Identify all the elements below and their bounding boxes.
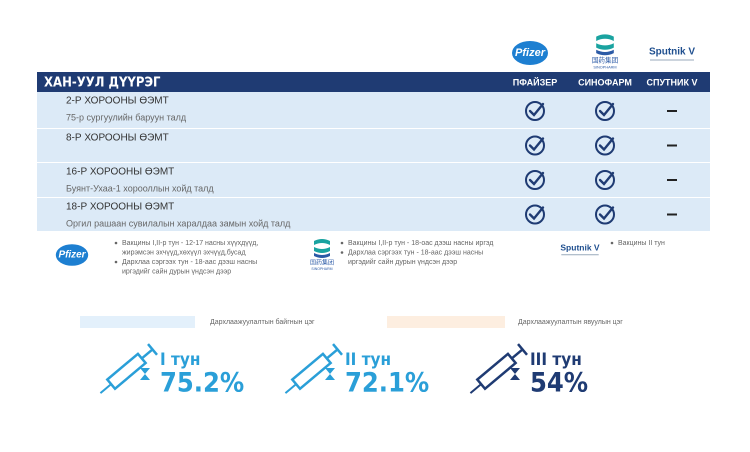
table-row xyxy=(37,129,710,162)
pfizer-logo xyxy=(512,41,548,65)
hourglass xyxy=(140,368,150,380)
check-circle xyxy=(525,135,545,156)
table-row xyxy=(37,92,710,128)
dose-value: 75.2% xyxy=(160,368,244,399)
note-text: жирэмсэн эхчүүд,хөхүүл эхчүүд,бусад xyxy=(122,248,246,256)
syringe-icon xyxy=(469,343,528,394)
check-circle xyxy=(595,170,615,190)
pfizer-logo-text: Pfizer xyxy=(59,250,87,261)
check-mark xyxy=(528,206,545,221)
syringe-icon xyxy=(99,343,158,394)
column-header: СПУТНИК V xyxy=(646,77,697,87)
bullet xyxy=(114,241,118,245)
hourglass xyxy=(325,368,335,380)
sputnik-logo: Sputnik V xyxy=(649,47,695,58)
column-header: ПФАЙЗЕР xyxy=(513,76,558,87)
dose-label: I тун xyxy=(160,350,200,370)
row-location: 75-р сургуулийн баруун талд xyxy=(66,112,187,122)
note-text: иргэдийг сайн дурын үндсэн дээр xyxy=(122,267,231,275)
pfizer-logo-text: Pfizer xyxy=(515,47,546,59)
check-mark xyxy=(528,137,545,152)
bullet xyxy=(610,241,614,245)
dose-label: III тун xyxy=(530,350,582,370)
dose-label: II тун xyxy=(345,350,391,370)
sinopharm-logo-cn: 国药集团 xyxy=(310,259,334,267)
syringe-handle xyxy=(332,343,343,356)
check-mark xyxy=(528,171,545,186)
legend-label: Дархлаажуулалтын явуулын цэг xyxy=(518,319,623,326)
sinopharm-logo-blue xyxy=(596,49,614,56)
note-text: Вакцины II тун xyxy=(618,240,665,247)
bullet xyxy=(340,241,344,245)
note-text: Вакцины I,II-р тун - 12-17 насны хүүхдүү… xyxy=(122,240,258,247)
syringe-plunger xyxy=(140,348,154,360)
table-row xyxy=(37,163,710,197)
legend-label: Дархлаажуулалтын байгнын цэг xyxy=(210,318,315,326)
note-text: иргэдийг сайн дурын үндсэн дээр xyxy=(348,258,457,266)
syringe-plunger xyxy=(325,348,339,360)
legend-swatch xyxy=(387,316,505,328)
check-circle xyxy=(525,101,545,121)
syringe-needle xyxy=(469,383,482,394)
bullet xyxy=(114,260,118,264)
sinopharm-logo-cn: 国药集团 xyxy=(592,56,619,65)
sinopharm-logo xyxy=(596,34,614,50)
check-circle xyxy=(595,101,615,121)
check-circle xyxy=(595,204,615,225)
syringe-icon xyxy=(284,343,343,394)
row-name: 8-Р ХОРООНЫ ӨЭМТ xyxy=(66,133,169,144)
row-name: 16-Р ХОРООНЫ ӨЭМТ xyxy=(66,167,174,178)
note-text: Вакцины I,II-р тун - 18-оас дээш насны и… xyxy=(348,240,493,247)
syringe-needle xyxy=(284,383,297,394)
bullet xyxy=(340,251,344,254)
column-header: СИНОФАРМ xyxy=(578,77,632,87)
note-text: Дархлаа сэргээх тун - 18-аас дээш насны xyxy=(348,249,483,256)
check-mark xyxy=(528,102,545,117)
dose-value: 54% xyxy=(530,368,588,399)
check-mark xyxy=(598,171,615,186)
note-text: Дархлаа сэргээх тун - 18-аас дээш насны xyxy=(122,259,257,266)
check-mark xyxy=(598,206,615,221)
row-name: 18-Р ХОРООНЫ ӨЭМТ xyxy=(66,202,174,213)
hourglass xyxy=(510,368,520,380)
legend-swatch xyxy=(80,316,195,328)
check-circle xyxy=(595,135,615,156)
table-header xyxy=(37,72,710,92)
sinopharm-logo-en: SINOPHARM xyxy=(311,267,332,271)
syringe-handle xyxy=(517,343,528,356)
syringe-handle xyxy=(147,343,158,356)
check-mark xyxy=(598,102,615,117)
syringe-needle xyxy=(99,383,112,394)
check-circle xyxy=(525,204,545,225)
row-location: Буянт-Ухаа-1 хорооллын хойд талд xyxy=(66,183,214,193)
syringe-plunger xyxy=(510,348,524,360)
table-row xyxy=(37,198,710,231)
pfizer-logo xyxy=(55,244,89,266)
sinopharm-logo-blue xyxy=(314,253,330,258)
table-title: ХАН-УУЛ ДҮҮРЭГ xyxy=(44,76,161,91)
dose-value: 72.1% xyxy=(345,368,429,399)
row-location: Оргил рашаан сувилалын харалдаа замын хо… xyxy=(66,218,291,228)
row-name: 2-Р ХОРООНЫ ӨЭМТ xyxy=(66,96,169,107)
sinopharm-logo xyxy=(314,239,330,253)
check-circle xyxy=(525,170,545,190)
sputnik-logo: Sputnik V xyxy=(560,242,600,252)
sinopharm-logo-en: SINOPHARM xyxy=(593,65,616,69)
check-mark xyxy=(598,137,615,152)
